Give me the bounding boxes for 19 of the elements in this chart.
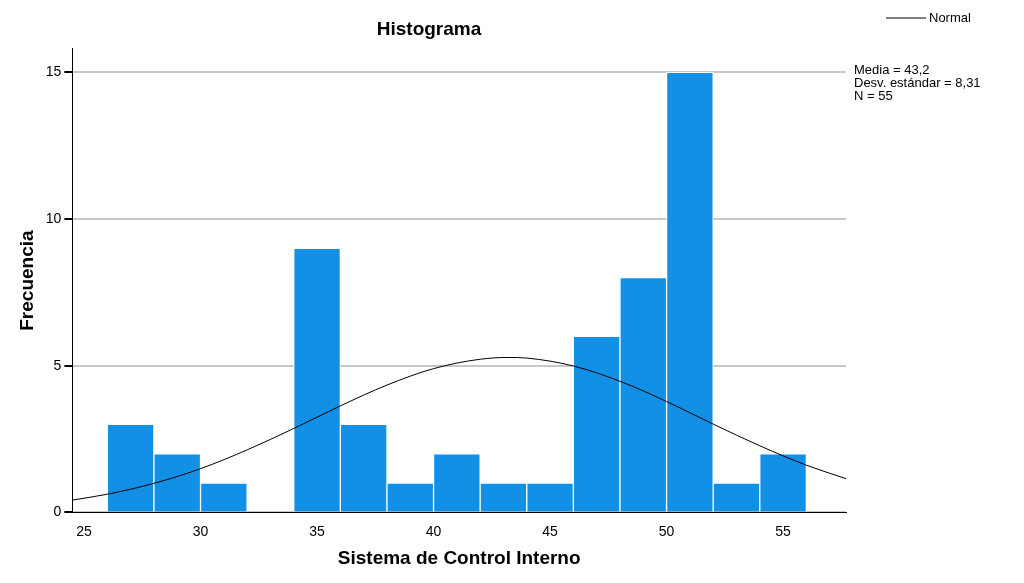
y-tick-label: 10 <box>45 209 62 226</box>
y-tick-label: 5 <box>53 356 62 373</box>
y-tick-label: 15 <box>45 63 62 80</box>
chart-title: Histograma <box>376 17 482 39</box>
text: Desv. estándar = 8,31 <box>854 75 981 91</box>
x-tick-label: 45 <box>542 522 559 539</box>
x-tick-label: 25 <box>76 522 93 539</box>
x-tick-label: 35 <box>309 522 326 539</box>
x-tick-label: 40 <box>425 522 442 539</box>
x-tick-label: 30 <box>192 522 209 539</box>
x-tick-label: 55 <box>775 522 792 539</box>
text: N = 55 <box>854 88 893 104</box>
legend-label: Normal <box>929 9 972 25</box>
x-axis-title: Sistema de Control Interno <box>337 546 581 568</box>
text: Media = 43,2 <box>854 62 930 78</box>
y-tick-label: 0 <box>53 503 62 520</box>
x-tick-label: 50 <box>658 522 675 539</box>
y-axis-title: Frecuencia <box>15 230 37 331</box>
line-series <box>72 356 846 501</box>
